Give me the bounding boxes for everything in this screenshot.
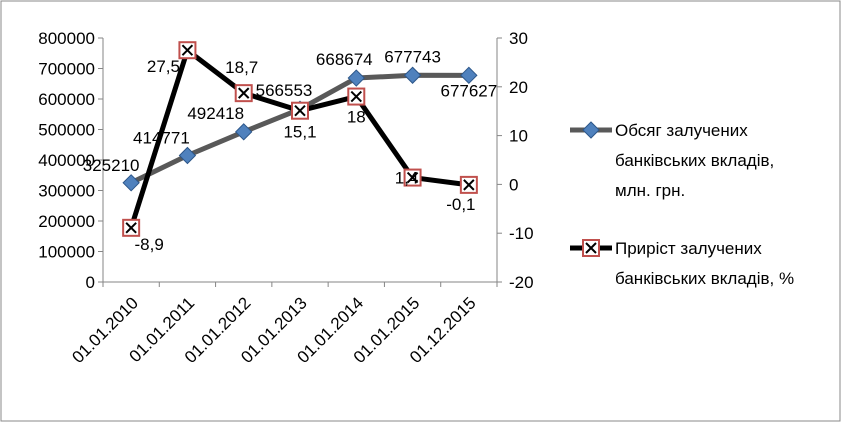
right-tick-label: 20 — [509, 78, 528, 97]
legend-label: банківських вкладів, % — [615, 269, 794, 288]
marker-cross — [294, 105, 306, 117]
left-tick-label: 800000 — [38, 29, 95, 48]
series-2-marker — [178, 41, 197, 60]
data-label: 677743 — [384, 47, 441, 66]
data-label: 18,7 — [225, 58, 258, 77]
data-label: 27,5 — [147, 57, 180, 76]
data-label: 668674 — [316, 50, 373, 69]
legend-marker — [582, 239, 600, 257]
data-label: -8,9 — [134, 235, 163, 254]
series-1-marker — [122, 174, 140, 192]
right-tick-label: -20 — [509, 273, 534, 292]
left-tick-label: 400000 — [38, 151, 95, 170]
left-tick-label: 500000 — [38, 121, 95, 140]
series-2-marker — [291, 101, 309, 120]
right-tick-label: -10 — [509, 224, 534, 243]
series-1-marker — [178, 146, 197, 165]
series-layer — [122, 41, 478, 237]
left-tick-label: 100000 — [38, 243, 95, 262]
data-label: 566553 — [256, 81, 313, 100]
data-label: 18 — [347, 108, 366, 127]
series-1-marker — [403, 66, 422, 84]
series-2-marker — [459, 175, 478, 194]
left-tick-label: 200000 — [38, 212, 95, 231]
marker-cross — [350, 90, 362, 103]
data-label: 15,1 — [283, 123, 316, 142]
series-1-marker — [460, 66, 478, 85]
series-2-marker — [347, 87, 366, 106]
data-label: -0,1 — [446, 195, 475, 214]
legend: Обсяг залучених банківських вкладів, млн. … — [570, 121, 794, 288]
legend-label: Приріст залучених — [615, 239, 762, 258]
legend-label: млн. грн. — [615, 181, 685, 200]
series-2-marker — [234, 84, 253, 103]
data-label: 1,4 — [395, 169, 419, 188]
right-tick-label: 30 — [509, 29, 528, 48]
marker-cross — [463, 179, 475, 191]
marker-cross — [238, 87, 250, 99]
data-label: 325210 — [83, 156, 140, 175]
data-label: 414771 — [133, 128, 190, 147]
legend-marker — [582, 121, 600, 139]
data-label: 677627 — [440, 81, 497, 100]
right-tick-label: 10 — [509, 127, 528, 146]
series-2-marker — [403, 168, 422, 187]
data-label: 492418 — [187, 104, 244, 123]
left-tick-label: 300000 — [38, 182, 95, 201]
left-tick-label: 700000 — [38, 60, 95, 79]
marker-cross — [406, 171, 419, 184]
series-1-marker — [347, 69, 365, 87]
marker-cross — [125, 222, 137, 234]
series-2-marker — [122, 218, 141, 237]
right-tick-label: 0 — [509, 175, 518, 194]
left-tick-label: 600000 — [38, 90, 95, 109]
marker-cross — [181, 44, 194, 56]
series-1-marker — [235, 123, 253, 141]
legend-entry-2: Приріст залучених банківських вкладів, % — [570, 239, 794, 288]
marker-cross — [585, 242, 597, 254]
legend-entry-1: Обсяг залучених банківських вкладів, млн. … — [570, 121, 774, 200]
legend-label: банківських вкладів, — [615, 151, 774, 170]
legend-label: Обсяг залучених — [615, 121, 748, 140]
left-tick-label: 0 — [86, 273, 95, 292]
